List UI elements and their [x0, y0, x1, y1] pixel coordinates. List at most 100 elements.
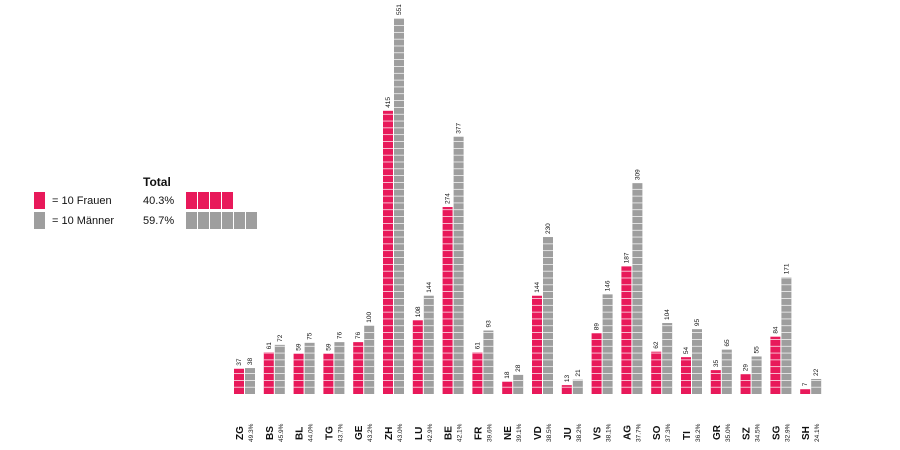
bar-men-sz-value-label: 55	[754, 346, 761, 354]
percent-label-sz: 34.5%	[755, 423, 762, 442]
category-label-ag: AG	[622, 425, 633, 440]
bar-men-ag	[632, 183, 643, 394]
bar-women-ju	[561, 385, 572, 394]
category-label-ju: JU	[563, 427, 574, 440]
category-label-vs: VS	[593, 426, 604, 440]
percent-label-be: 42.1%	[457, 423, 464, 442]
bar-women-be	[442, 207, 453, 394]
bar-men-ge	[364, 325, 375, 394]
percent-label-fr: 39.6%	[486, 423, 493, 442]
category-label-sh: SH	[801, 426, 812, 440]
percent-label-zh: 43.0%	[397, 423, 404, 442]
category-label-bs: BS	[265, 426, 276, 440]
category-label-sz: SZ	[742, 427, 753, 440]
legend-men-key-swatch	[34, 212, 45, 229]
legend-women-total-block	[222, 192, 233, 209]
bars-layer	[234, 18, 822, 394]
bar-men-so	[662, 323, 673, 394]
bar-men-fr-value-label: 93	[485, 320, 492, 328]
bar-men-ju-value-label: 21	[575, 369, 582, 377]
bar-women-vd	[532, 295, 542, 394]
legend-women-key-swatch	[34, 192, 45, 209]
bar-women-vs	[591, 333, 602, 394]
bar-women-so	[651, 351, 662, 394]
category-label-ne: NE	[503, 426, 514, 440]
bar-men-bs-value-label: 72	[277, 334, 284, 342]
bar-men-zg	[245, 368, 255, 394]
legend-women-total-block	[210, 192, 221, 209]
bar-women-lu-value-label: 108	[415, 306, 422, 317]
bar-women-ne	[502, 381, 513, 394]
percent-label-bs: 45.9%	[278, 423, 285, 442]
percent-label-vs: 38.1%	[606, 423, 613, 442]
bar-men-ag-value-label: 309	[634, 169, 641, 180]
bar-men-lu	[423, 295, 434, 394]
bar-men-tg	[334, 342, 345, 394]
percent-label-so: 37.3%	[665, 423, 672, 442]
category-label-zh: ZH	[384, 427, 395, 440]
bar-women-be-value-label: 274	[445, 193, 452, 204]
percent-label-ag: 37.7%	[635, 423, 642, 442]
category-label-fr: FR	[473, 426, 484, 440]
category-label-lu: LU	[414, 427, 425, 440]
bar-men-sg-value-label: 171	[783, 263, 790, 274]
bar-women-sg-value-label: 84	[772, 326, 779, 334]
category-label-sg: SG	[771, 425, 782, 440]
legend-men-total-block	[222, 212, 233, 229]
bar-men-gr	[721, 349, 732, 394]
bar-women-sh	[800, 389, 811, 394]
percent-label-gr: 35.0%	[725, 423, 732, 442]
bar-women-vd-value-label: 144	[534, 282, 541, 293]
bar-women-fr-value-label: 61	[474, 342, 481, 350]
bar-women-bl-value-label: 59	[296, 343, 303, 351]
category-label-gr: GR	[712, 424, 723, 440]
bar-men-zg-value-label: 38	[247, 357, 254, 365]
bar-women-ge-value-label: 76	[355, 332, 362, 340]
bar-women-ti-value-label: 54	[683, 347, 690, 355]
legend-men-total-block	[210, 212, 221, 229]
legend-men-total-block	[186, 212, 197, 229]
bar-women-ag	[621, 266, 632, 394]
bar-women-tg	[323, 353, 334, 394]
bar-men-ge-value-label: 100	[366, 312, 373, 323]
percent-label-ti: 36.2%	[695, 423, 702, 442]
bar-women-zh-value-label: 415	[385, 97, 392, 108]
category-label-vd: VD	[533, 426, 544, 440]
bar-men-sz	[751, 356, 762, 394]
bar-women-ti	[681, 357, 691, 394]
bar-men-vs-value-label: 146	[605, 280, 612, 291]
bar-men-be	[453, 136, 464, 394]
percent-label-sg: 32.9%	[784, 423, 791, 442]
category-label-so: SO	[652, 425, 663, 440]
category-label-ge: GE	[354, 425, 365, 440]
legend-men-total-block	[246, 212, 257, 229]
bar-men-ti	[692, 329, 702, 394]
bar-women-gr-value-label: 35	[713, 360, 720, 368]
bar-women-ju-value-label: 13	[564, 375, 571, 383]
legend-women-total-block	[198, 192, 209, 209]
bar-women-so-value-label: 62	[653, 341, 660, 349]
bar-women-gr	[710, 370, 721, 394]
legend-swatches	[34, 192, 257, 229]
bar-men-lu-value-label: 144	[426, 282, 433, 293]
percent-label-zg: 49.3%	[248, 423, 255, 442]
bar-women-sz-value-label: 29	[743, 364, 750, 372]
bar-men-tg-value-label: 76	[336, 332, 343, 340]
bar-men-vd-value-label: 230	[545, 223, 552, 234]
bar-women-sz	[740, 374, 751, 394]
bar-men-so-value-label: 104	[664, 309, 671, 320]
bar-women-bs	[263, 352, 274, 394]
percent-label-bl: 44.0%	[308, 423, 315, 442]
category-label-bl: BL	[295, 427, 306, 440]
bar-men-vd	[543, 237, 553, 394]
percent-label-lu: 42.9%	[427, 423, 434, 442]
category-label-zg: ZG	[235, 426, 246, 440]
bar-women-zh	[383, 110, 393, 394]
legend-women-total-block	[186, 192, 197, 209]
legend-men-total-block	[234, 212, 245, 229]
bar-women-fr	[472, 352, 483, 394]
bar-women-zg	[234, 368, 244, 394]
percent-label-sh: 24.1%	[814, 423, 821, 442]
